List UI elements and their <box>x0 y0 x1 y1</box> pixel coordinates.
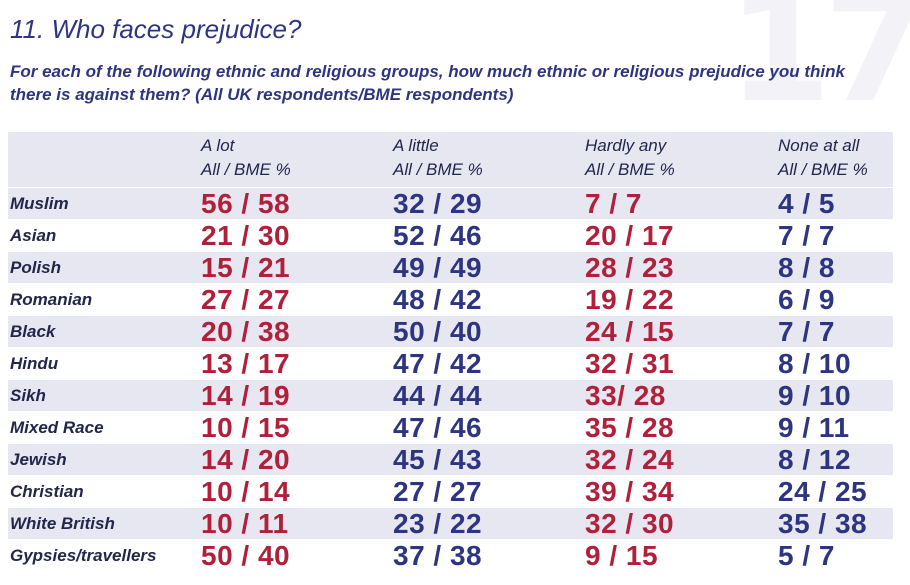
prejudice-table: A lot All / BME % A little All / BME % H… <box>8 132 893 571</box>
table-row: Romanian 27 / 27 48 / 42 19 / 22 6 / 9 <box>8 283 893 315</box>
value-cell: 47 / 46 <box>393 412 483 443</box>
value-cell: 49 / 49 <box>393 252 483 283</box>
table-header: A lot All / BME % A little All / BME % H… <box>8 132 893 187</box>
value-cell: 9 / 11 <box>778 412 850 443</box>
value-cell: 37 / 38 <box>393 540 483 571</box>
value-cell: 8 / 12 <box>778 444 852 475</box>
background-watermark: 17 <box>727 0 910 136</box>
value-cell: 14 / 19 <box>201 380 291 411</box>
value-cell: 6 / 9 <box>778 284 835 315</box>
row-group-label: Hindu <box>10 354 59 373</box>
page-title: 11. Who faces prejudice? <box>10 14 302 44</box>
value-cell: 10 / 14 <box>201 476 291 507</box>
value-cell: 13 / 17 <box>201 348 291 379</box>
table-row: Jewish 14 / 20 45 / 43 32 / 24 8 / 12 <box>8 443 893 475</box>
value-cell: 10 / 11 <box>201 508 289 539</box>
value-cell: 20 / 17 <box>585 220 675 251</box>
value-cell: 48 / 42 <box>393 284 483 315</box>
table-row: Sikh 14 / 19 44 / 44 33/ 28 9 / 10 <box>8 379 893 411</box>
header-a-little: A little All / BME % <box>393 136 483 179</box>
value-cell: 21 / 30 <box>201 220 291 251</box>
value-cell: 8 / 10 <box>778 348 852 379</box>
value-cell: 28 / 23 <box>585 252 675 283</box>
table-row: Polish 15 / 21 49 / 49 28 / 23 8 / 8 <box>8 251 893 283</box>
table-row: Asian 21 / 30 52 / 46 20 / 17 7 / 7 <box>8 219 893 251</box>
row-group-label: Black <box>10 322 56 341</box>
value-cell: 33/ 28 <box>585 380 666 411</box>
table-row: Gypsies/travellers 50 / 40 37 / 38 9 / 15 5 … <box>8 539 893 571</box>
table-row: Christian 10 / 14 27 / 27 39 / 34 24 / 25 <box>8 475 893 507</box>
value-cell: 56 / 58 <box>201 188 291 219</box>
value-cell: 39 / 34 <box>585 476 675 507</box>
header-a-lot: A lot All / BME % <box>201 136 291 179</box>
value-cell: 10 / 15 <box>201 412 291 443</box>
value-cell: 20 / 38 <box>201 316 291 347</box>
value-cell: 32 / 29 <box>393 188 483 219</box>
value-cell: 24 / 25 <box>778 476 868 507</box>
value-cell: 27 / 27 <box>393 476 483 507</box>
value-cell: 5 / 7 <box>778 540 835 571</box>
row-group-label: Romanian <box>10 290 93 309</box>
table-row: Black 20 / 38 50 / 40 24 / 15 7 / 7 <box>8 315 893 347</box>
value-cell: 35 / 38 <box>778 508 868 539</box>
value-cell: 15 / 21 <box>201 252 291 283</box>
row-group-label: Mixed Race <box>10 418 104 437</box>
value-cell: 52 / 46 <box>393 220 483 251</box>
header-none-at-all: None at all All / BME % <box>778 136 868 179</box>
value-cell: 27 / 27 <box>201 284 291 315</box>
value-cell: 19 / 22 <box>585 284 675 315</box>
value-cell: 32 / 24 <box>585 444 675 475</box>
value-cell: 7 / 7 <box>778 316 835 347</box>
value-cell: 50 / 40 <box>201 540 291 571</box>
row-group-label: Sikh <box>10 386 46 405</box>
table-row: White British 10 / 11 23 / 22 32 / 30 35 / 3… <box>8 507 893 539</box>
row-group-label: Jewish <box>10 450 67 469</box>
row-group-label: Muslim <box>10 194 69 213</box>
value-cell: 23 / 22 <box>393 508 483 539</box>
value-cell: 7 / 7 <box>585 188 642 219</box>
value-cell: 32 / 31 <box>585 348 675 379</box>
table-row: Hindu 13 / 17 47 / 42 32 / 31 8 / 10 <box>8 347 893 379</box>
value-cell: 24 / 15 <box>585 316 675 347</box>
header-hardly-any: Hardly any All / BME % <box>585 136 675 179</box>
row-group-label: Asian <box>10 226 57 245</box>
row-group-label: Christian <box>10 482 84 501</box>
value-cell: 47 / 42 <box>393 348 483 379</box>
value-cell: 35 / 28 <box>585 412 675 443</box>
value-cell: 44 / 44 <box>393 380 483 411</box>
question-subtitle: For each of the following ethnic and rel… <box>10 62 845 104</box>
value-cell: 14 / 20 <box>201 444 291 475</box>
value-cell: 9 / 10 <box>778 380 852 411</box>
value-cell: 8 / 8 <box>778 252 835 283</box>
value-cell: 32 / 30 <box>585 508 675 539</box>
value-cell: 50 / 40 <box>393 316 483 347</box>
value-cell: 9 / 15 <box>585 540 659 571</box>
value-cell: 4 / 5 <box>778 188 835 219</box>
value-cell: 45 / 43 <box>393 444 483 475</box>
table-row: Muslim 56 / 58 32 / 29 7 / 7 4 / 5 <box>8 187 893 219</box>
row-group-label: Polish <box>10 258 62 277</box>
table-row: Mixed Race 10 / 15 47 / 46 35 / 28 9 / 11 <box>8 411 893 443</box>
row-group-label: White British <box>10 514 115 533</box>
row-group-label: Gypsies/travellers <box>10 546 157 565</box>
value-cell: 7 / 7 <box>778 220 835 251</box>
